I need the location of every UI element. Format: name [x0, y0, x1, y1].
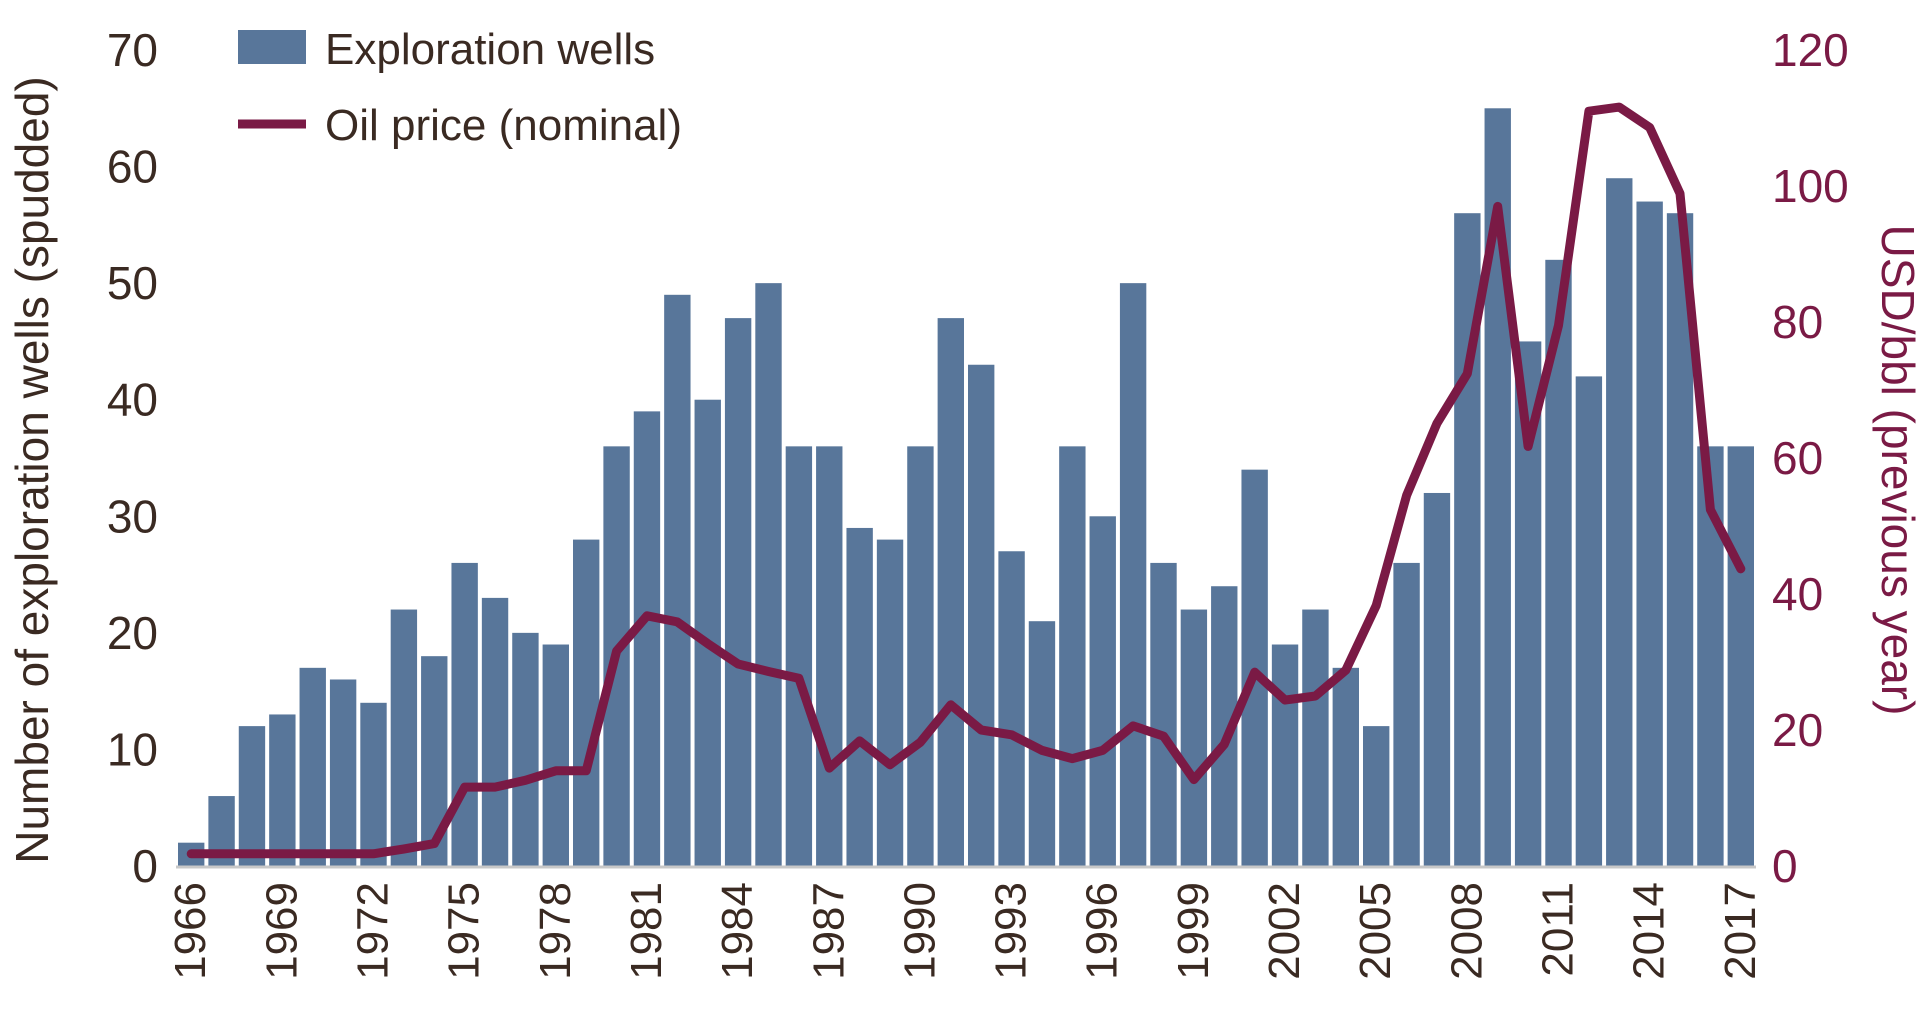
bar-1977 — [512, 632, 539, 866]
left-axis-ticks: 0 10 20 30 40 50 60 70 — [107, 24, 158, 892]
bar-1978 — [542, 644, 569, 866]
bar-1970 — [299, 667, 326, 866]
x-tick-label: 2008 — [1442, 882, 1491, 980]
x-tick-label: 1975 — [440, 882, 489, 980]
bar-2002 — [1271, 644, 1299, 866]
y2-tick-label: 80 — [1772, 296, 1823, 348]
y2-tick-label: 100 — [1772, 160, 1849, 212]
bar-2003 — [1302, 609, 1329, 866]
bar-1989 — [876, 539, 904, 866]
bar-2013 — [1606, 178, 1633, 866]
bar-1971 — [329, 679, 357, 866]
y2-tick-label: 20 — [1772, 704, 1823, 756]
bar-2007 — [1423, 492, 1451, 866]
x-tick-label: 1990 — [895, 882, 944, 980]
right-axis-label: USD/bbl (previous year) — [1872, 225, 1920, 716]
bar-2004 — [1332, 667, 1359, 866]
legend: Exploration wells Oil price (nominal) — [238, 25, 682, 150]
bar-2006 — [1393, 562, 1420, 866]
bar-1968 — [238, 726, 266, 866]
bar-1973 — [390, 609, 418, 866]
bar-1976 — [481, 597, 509, 866]
x-tick-label: 1993 — [987, 882, 1036, 980]
oil-price-line — [186, 102, 1746, 859]
x-axis-ticks: 1966 1969 1972 1975 1978 1981 1984 1987 1990 1993… — [166, 882, 1765, 980]
bar-1992 — [968, 364, 995, 866]
y-tick-label: 70 — [107, 24, 158, 76]
bar-1995 — [1059, 446, 1086, 866]
y2-tick-label: 60 — [1772, 432, 1823, 484]
bar-1969 — [269, 714, 296, 866]
y2-tick-label: 120 — [1772, 24, 1849, 76]
bar-1987 — [816, 446, 843, 866]
y-tick-label: 60 — [107, 141, 158, 193]
bar-1991 — [937, 318, 964, 867]
bar-1996 — [1089, 516, 1116, 866]
x-tick-label: 1987 — [804, 882, 853, 980]
x-tick-label: 1972 — [349, 882, 398, 980]
y-tick-label: 0 — [132, 840, 158, 892]
x-tick-label: 2014 — [1625, 882, 1674, 980]
bar-1985 — [755, 283, 782, 867]
x-tick-label: 1999 — [1169, 882, 1218, 980]
bar-1988 — [846, 527, 873, 866]
y-tick-label: 40 — [107, 374, 158, 426]
bar-1986 — [785, 446, 813, 866]
legend-label-line: Oil price (nominal) — [325, 101, 682, 150]
x-tick-label: 1984 — [713, 882, 762, 980]
bar-1999 — [1180, 609, 1208, 866]
left-axis-label: Number of exploration wells (spudded) — [6, 76, 58, 864]
bar-1982 — [664, 294, 691, 866]
right-axis-ticks: 0 20 40 60 80 100 120 — [1772, 24, 1849, 892]
bar-1984 — [724, 318, 752, 867]
bar-1981 — [633, 411, 661, 866]
x-tick-label: 2017 — [1716, 882, 1765, 980]
bar-1990 — [907, 446, 934, 866]
bar-2014 — [1636, 201, 1663, 867]
bar-2005 — [1363, 726, 1390, 866]
legend-label-bars: Exploration wells — [325, 25, 655, 74]
legend-swatch-bars — [238, 30, 306, 64]
y-tick-label: 50 — [107, 257, 158, 309]
x-tick-label: 1969 — [257, 882, 306, 980]
x-tick-label: 1996 — [1078, 882, 1127, 980]
y-tick-label: 20 — [107, 607, 158, 659]
x-tick-label: 2011 — [1534, 882, 1583, 977]
y2-tick-label: 40 — [1772, 568, 1823, 620]
bar-2017 — [1727, 446, 1754, 866]
y-tick-label: 30 — [107, 490, 158, 542]
x-tick-label: 2005 — [1351, 882, 1400, 980]
y-tick-label: 10 — [107, 723, 158, 775]
x-tick-label: 1966 — [166, 882, 215, 980]
bar-1979 — [573, 539, 600, 866]
bars-layer — [178, 108, 1754, 867]
bar-1972 — [360, 702, 387, 866]
bar-1998 — [1150, 562, 1177, 866]
bar-1997 — [1119, 283, 1147, 867]
x-tick-label: 1978 — [531, 882, 580, 980]
x-tick-label: 2002 — [1260, 882, 1309, 980]
bar-1993 — [998, 551, 1025, 866]
x-tick-label: 1981 — [622, 882, 671, 980]
y2-tick-label: 0 — [1772, 840, 1798, 892]
bar-1975 — [451, 562, 478, 866]
bar-2012 — [1575, 376, 1603, 866]
